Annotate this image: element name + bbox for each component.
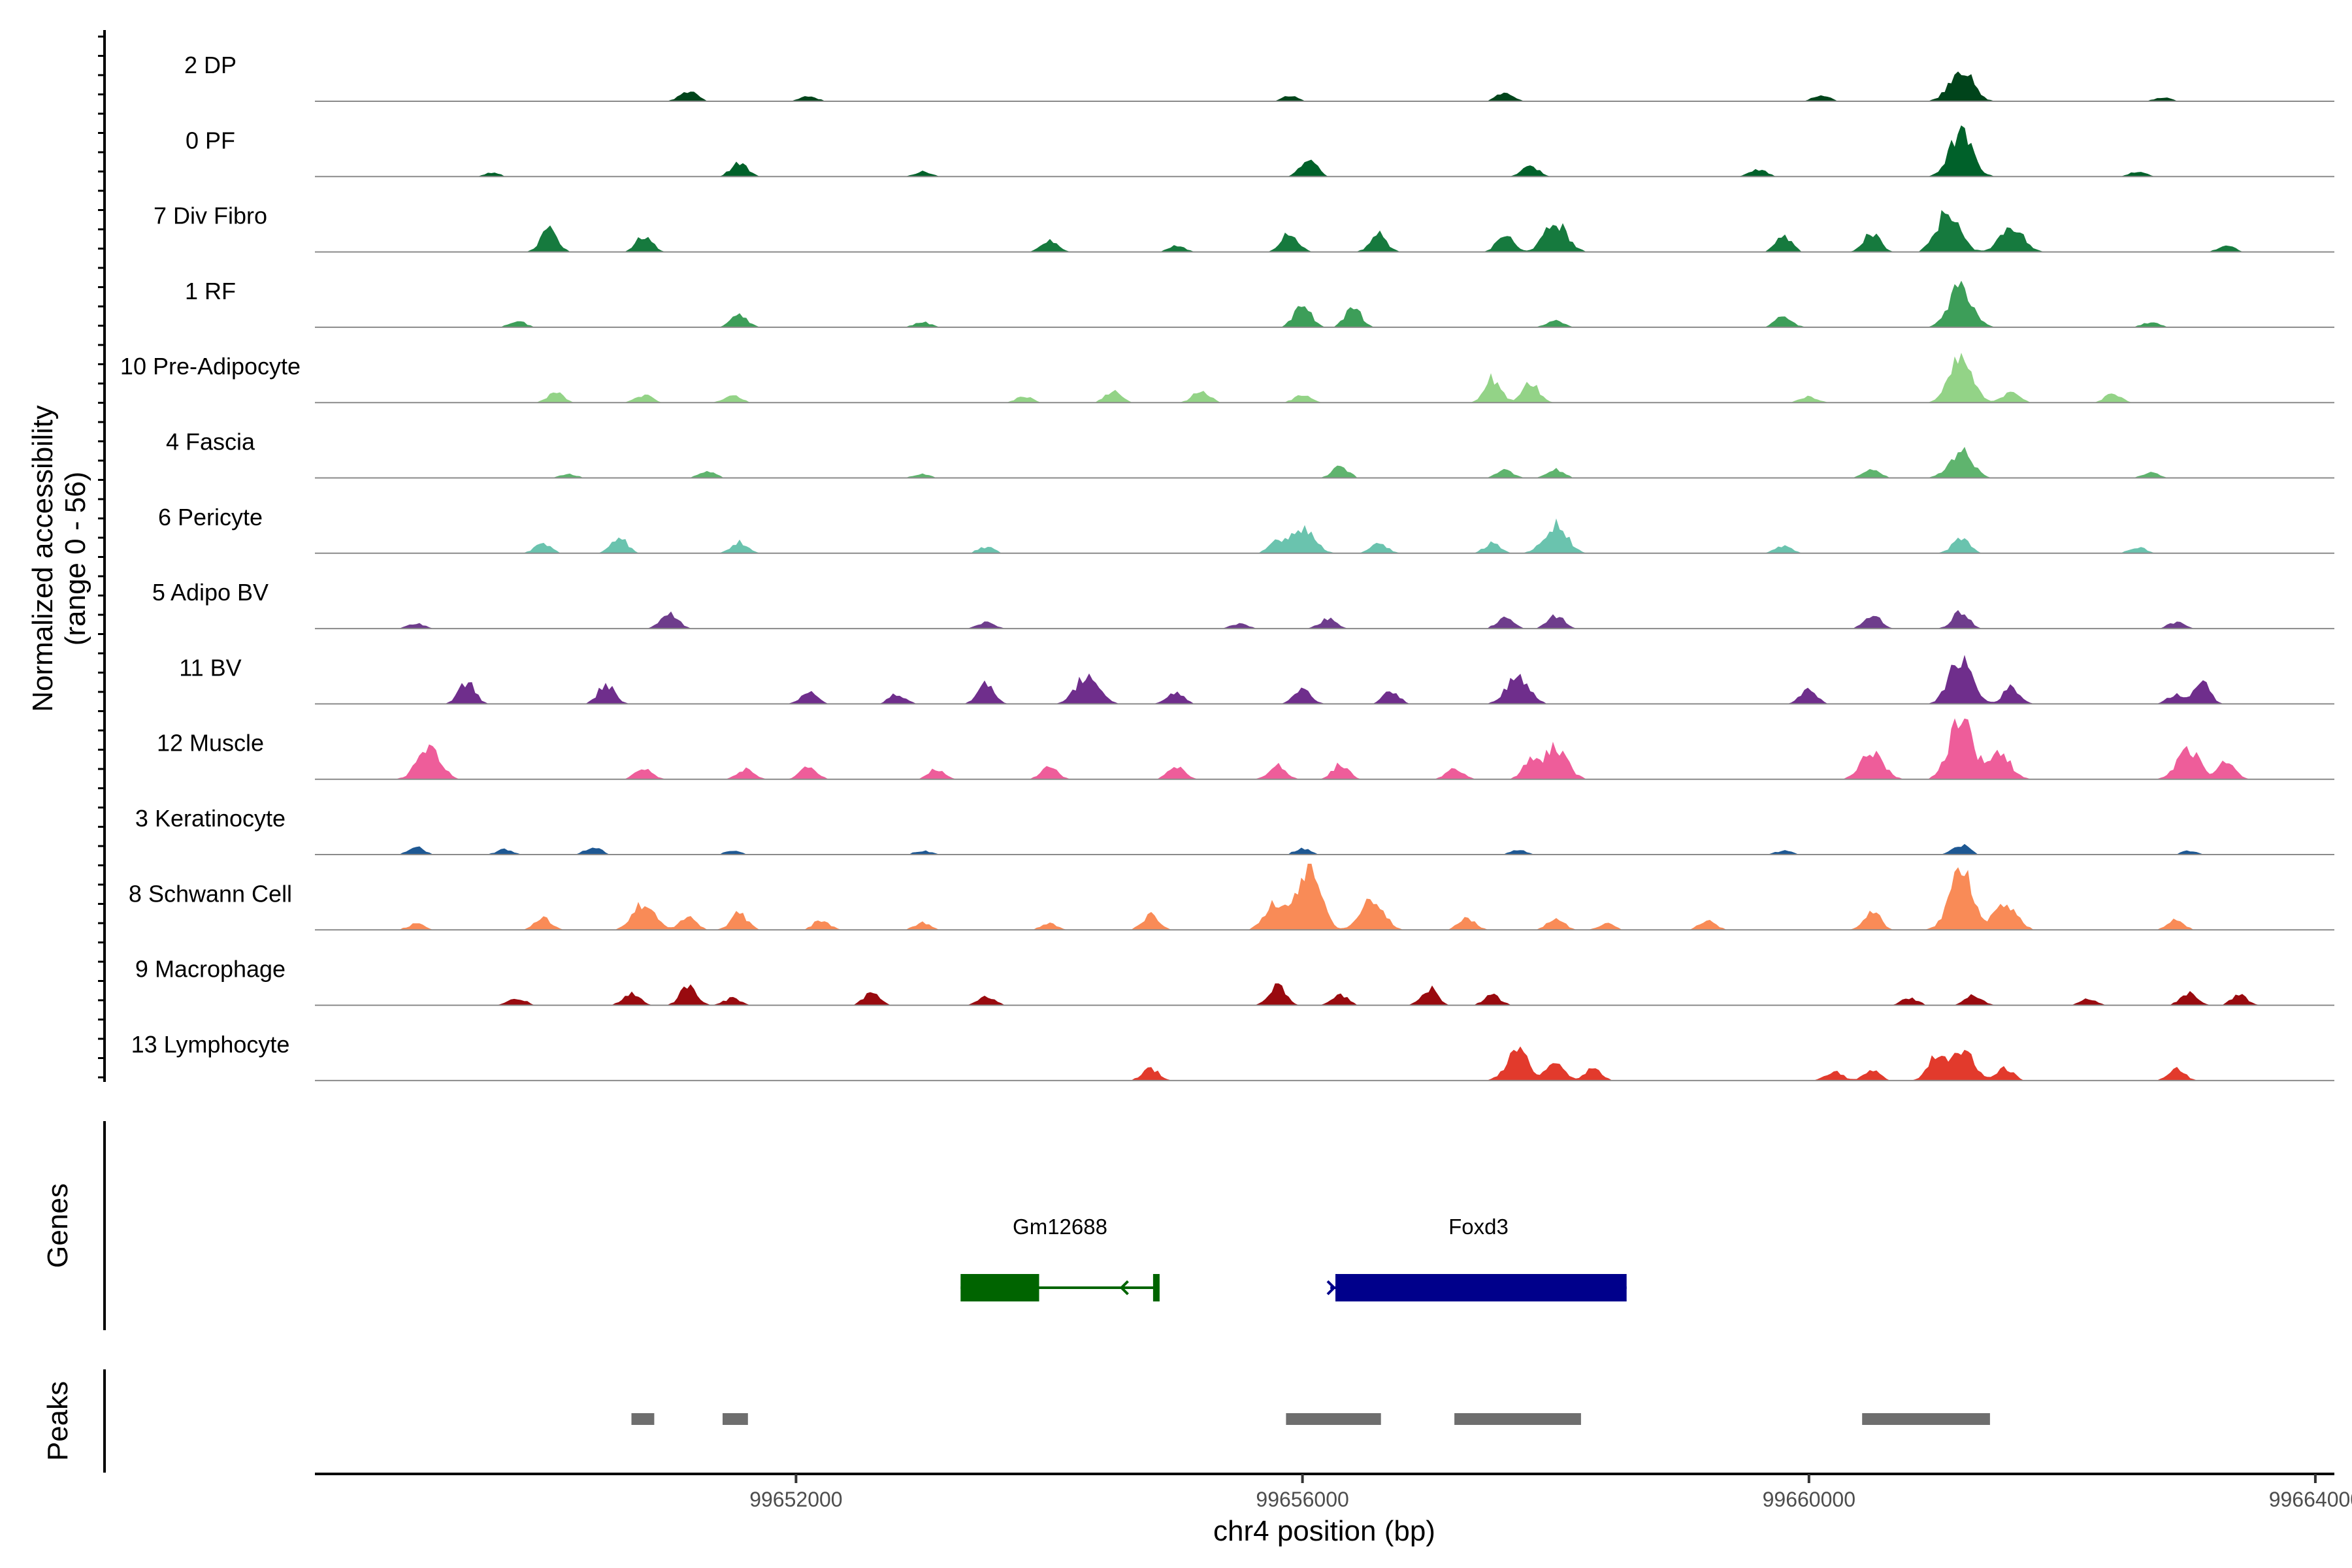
coverage-track: 11 BV [179, 654, 2334, 705]
gene-exon [1335, 1274, 1627, 1301]
coverage-track: 4 Fascia [166, 429, 2334, 479]
x-tick-label: 99664000 [2269, 1488, 2352, 1511]
x-axis-title: chr4 position (bp) [1213, 1515, 1435, 1547]
coverage-area [315, 71, 2334, 102]
coverage-area [315, 125, 2334, 177]
coverage-track: 0 PF [186, 125, 2334, 178]
peak-region [1286, 1413, 1381, 1425]
track-label: 12 Muscle [157, 730, 264, 757]
peak-regions [631, 1413, 1990, 1425]
coverage-track: 7 Div Fibro [154, 203, 2334, 253]
coverage-area [315, 352, 2334, 403]
coverage-area [315, 518, 2334, 554]
peak-region [723, 1413, 748, 1425]
coverage-tracks: 2 DP 0 PF 7 Div Fibro 1 RF 10 Pre-Adipocyte 4… [120, 52, 2334, 1081]
coverage-track: 10 Pre-Adipocyte [120, 352, 2334, 404]
coverage-area [315, 983, 2334, 1006]
gene-exon [960, 1274, 1039, 1301]
track-label: 8 Schwann Cell [129, 880, 292, 907]
coverage-area [315, 843, 2334, 855]
coverage-area [315, 447, 2334, 478]
coverage-area [315, 864, 2334, 930]
track-label: 13 Lymphocyte [131, 1031, 290, 1058]
coverage-track: 12 Muscle [157, 718, 2334, 780]
track-label: 11 BV [179, 654, 241, 681]
coverage-track: 5 Adipo BV [152, 579, 2334, 630]
peak-region [631, 1413, 655, 1425]
track-label: 1 RF [185, 278, 236, 304]
x-tick-label: 99660000 [1763, 1488, 1855, 1511]
coverage-track: 1 RF [185, 278, 2334, 328]
track-label: 4 Fascia [166, 429, 255, 455]
peak-region [1454, 1413, 1581, 1425]
gene-label: Foxd3 [1448, 1215, 1509, 1239]
gene-label: Gm12688 [1013, 1215, 1107, 1239]
track-label: 10 Pre-Adipocyte [120, 353, 301, 380]
y-axis-title: Normalized accessibility [27, 405, 59, 711]
track-label: 3 Keratinocyte [135, 805, 286, 832]
x-tick-label: 99656000 [1256, 1488, 1348, 1511]
peak-region [1862, 1413, 1990, 1425]
coverage-area [315, 610, 2334, 629]
track-label: 5 Adipo BV [152, 579, 269, 606]
coverage-area [315, 280, 2334, 328]
y-axis-subtitle: (range 0 - 56) [59, 472, 91, 646]
coverage-track: 3 Keratinocyte [135, 805, 2334, 855]
coverage-track: 9 Macrophage [135, 956, 2334, 1006]
coverage-track: 6 Pericyte [158, 504, 2334, 554]
gene-model: Gm12688 [960, 1215, 1160, 1301]
coverage-track: 8 Schwann Cell [129, 864, 2334, 931]
genes-panel-title: Genes [42, 1183, 74, 1268]
track-label: 9 Macrophage [135, 956, 286, 983]
coverage-y-minor-ticks [98, 35, 105, 1079]
x-tick-label: 99652000 [749, 1488, 842, 1511]
coverage-y-axis [98, 30, 106, 1082]
track-label: 0 PF [186, 127, 235, 154]
coverage-track: 2 DP [184, 52, 2334, 102]
track-label: 7 Div Fibro [154, 203, 267, 229]
gene-models: Gm12688 Foxd3 [960, 1215, 1627, 1301]
track-label: 2 DP [184, 52, 237, 78]
gene-exon [1152, 1274, 1160, 1301]
coverage-area [315, 655, 2334, 704]
gene-model: Foxd3 [1326, 1215, 1627, 1301]
gene-strand-arrow [1326, 1280, 1336, 1296]
gene-strand-arrow [1119, 1280, 1129, 1296]
x-axis: 99652000 99656000 99660000 99664000 [315, 1473, 2352, 1511]
peaks-panel-title: Peaks [42, 1381, 74, 1461]
coverage-area [315, 210, 2334, 253]
coverage-track: 13 Lymphocyte [131, 1031, 2334, 1081]
coverage-area [315, 1046, 2334, 1081]
coverage-area [315, 718, 2334, 780]
track-label: 6 Pericyte [158, 504, 263, 531]
